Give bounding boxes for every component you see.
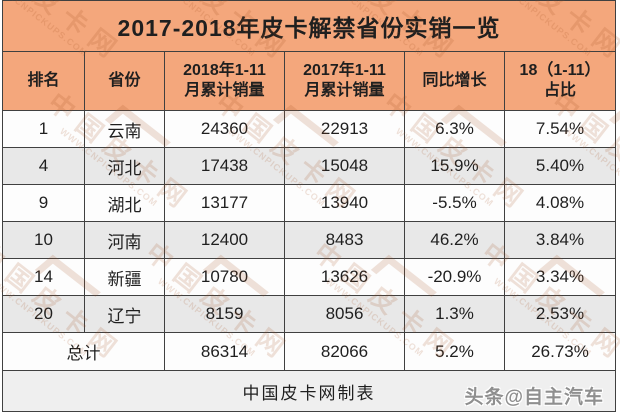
header-cell-sales-2018: 2018年1-11 月累计销量 xyxy=(164,51,285,111)
source-note: 中国皮卡网制表 xyxy=(1,370,617,412)
cell-sales-2017: 13626 xyxy=(284,258,405,296)
cell-share: 3.84% xyxy=(503,221,617,259)
header-cell-rank: 排名 xyxy=(2,51,85,111)
table-row-hebei: 4 河北 17438 15048 15.9% 5.40% xyxy=(2,147,617,185)
cell-rank: 14 xyxy=(2,258,85,296)
cell-province: 辽宁 xyxy=(84,295,165,333)
header-cell-share: 18（1-11） 占比 xyxy=(503,51,617,111)
total-sales-2018: 86314 xyxy=(164,332,285,371)
cell-rank: 9 xyxy=(2,184,85,222)
cell-yoy: 46.2% xyxy=(404,221,505,259)
title-row: 2017-2018年皮卡解禁省份实销一览 xyxy=(1,0,617,52)
total-sales-2017: 82066 xyxy=(284,332,405,371)
cell-province: 新疆 xyxy=(84,258,165,296)
toutiao-badge: 头条@自主汽车 xyxy=(464,387,604,408)
total-row: 总计 86314 82066 5.2% 26.73% xyxy=(2,332,617,371)
table-row-henan: 10 河南 12400 8483 46.2% 3.84% xyxy=(2,221,617,259)
cell-province: 湖北 xyxy=(84,184,165,222)
cell-sales-2018: 12400 xyxy=(164,221,285,259)
cell-rank: 4 xyxy=(2,147,85,185)
cell-province: 河南 xyxy=(84,221,165,259)
cell-yoy: -20.9% xyxy=(404,258,505,296)
cell-sales-2017: 13940 xyxy=(284,184,405,222)
cell-sales-2018: 17438 xyxy=(164,147,285,185)
table-row-xinjiang: 14 新疆 10780 13626 -20.9% 3.34% xyxy=(2,258,617,296)
cell-sales-2018: 10780 xyxy=(164,258,285,296)
table-title: 2017-2018年皮卡解禁省份实销一览 xyxy=(1,0,617,52)
header-row: 排名 省份 2018年1-11 月累计销量 2017年1-11 月累计销量 同比… xyxy=(2,51,617,111)
cell-share: 3.34% xyxy=(503,258,617,296)
cell-share: 5.40% xyxy=(503,147,617,185)
cell-sales-2018: 13177 xyxy=(164,184,285,222)
cell-yoy: 1.3% xyxy=(404,295,505,333)
cell-yoy: 6.3% xyxy=(404,110,505,148)
total-yoy: 5.2% xyxy=(404,332,505,371)
cell-share: 7.54% xyxy=(503,110,617,148)
cell-sales-2017: 22913 xyxy=(284,110,405,148)
cell-sales-2017: 8483 xyxy=(284,221,405,259)
table-row-hubei: 9 湖北 13177 13940 -5.5% 4.08% xyxy=(2,184,617,222)
table-row-liaoning: 20 辽宁 8159 8056 1.3% 2.53% xyxy=(2,295,617,333)
cell-province: 河北 xyxy=(84,147,165,185)
cell-share: 2.53% xyxy=(503,295,617,333)
total-label: 总计 xyxy=(2,332,165,371)
cell-yoy: -5.5% xyxy=(404,184,505,222)
cell-rank: 10 xyxy=(2,221,85,259)
cell-rank: 20 xyxy=(2,295,85,333)
cell-share: 4.08% xyxy=(503,184,617,222)
header-cell-yoy: 同比增长 xyxy=(404,51,505,111)
cell-province: 云南 xyxy=(84,110,165,148)
total-share: 26.73% xyxy=(503,332,617,371)
header-cell-province: 省份 xyxy=(84,51,165,111)
cell-sales-2017: 8056 xyxy=(284,295,405,333)
cell-sales-2017: 15048 xyxy=(284,147,405,185)
cell-rank: 1 xyxy=(2,110,85,148)
table-row-yunnan: 1 云南 24360 22913 6.3% 7.54% xyxy=(2,110,617,148)
cell-sales-2018: 8159 xyxy=(164,295,285,333)
header-cell-sales-2017: 2017年1-11 月累计销量 xyxy=(284,51,405,111)
cell-yoy: 15.9% xyxy=(404,147,505,185)
cell-sales-2018: 24360 xyxy=(164,110,285,148)
footer-row: 中国皮卡网制表 xyxy=(1,370,617,412)
